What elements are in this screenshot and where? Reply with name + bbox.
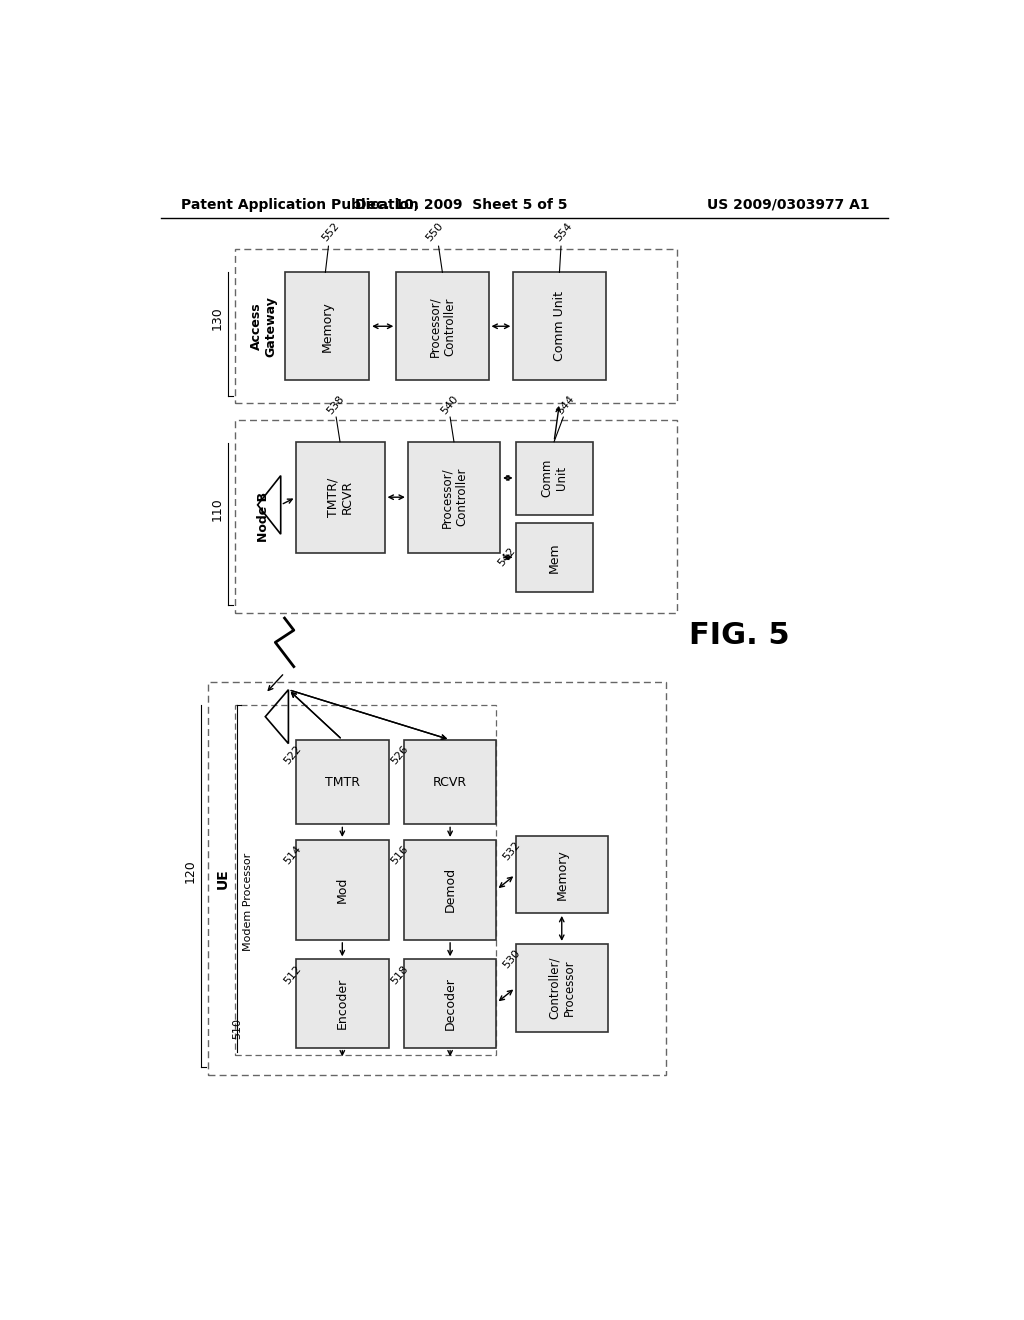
Text: Processor/
Controller: Processor/ Controller xyxy=(428,296,457,356)
Bar xyxy=(234,420,677,612)
Text: 550: 550 xyxy=(424,220,445,244)
Text: 544: 544 xyxy=(555,393,577,416)
Text: 532: 532 xyxy=(501,840,522,863)
Text: Dec. 10, 2009  Sheet 5 of 5: Dec. 10, 2009 Sheet 5 of 5 xyxy=(355,198,568,211)
Text: Mem: Mem xyxy=(548,543,560,573)
Text: TMTR: TMTR xyxy=(325,776,359,788)
Bar xyxy=(296,739,388,825)
Text: 530: 530 xyxy=(501,948,522,970)
Bar xyxy=(296,442,385,553)
Text: Encoder: Encoder xyxy=(336,978,349,1028)
Text: 554: 554 xyxy=(553,220,573,244)
Bar xyxy=(234,249,677,404)
Text: 552: 552 xyxy=(321,220,341,244)
Text: TMTR/
RCVR: TMTR/ RCVR xyxy=(326,478,354,517)
Text: 526: 526 xyxy=(389,744,411,767)
Text: Node B: Node B xyxy=(257,491,270,541)
Text: Processor/
Controller: Processor/ Controller xyxy=(440,467,468,528)
Text: 516: 516 xyxy=(389,843,411,866)
Text: 510: 510 xyxy=(231,1018,242,1039)
Bar xyxy=(208,682,666,1074)
Text: 522: 522 xyxy=(282,743,303,767)
Text: Controller/
Processor: Controller/ Processor xyxy=(548,957,575,1019)
Text: Memory: Memory xyxy=(555,849,568,900)
Bar xyxy=(403,739,497,825)
Bar xyxy=(285,272,370,380)
Bar xyxy=(408,442,500,553)
Text: Comm Unit: Comm Unit xyxy=(553,292,566,362)
Text: Comm
Unit: Comm Unit xyxy=(540,459,568,498)
Text: 542: 542 xyxy=(496,546,517,569)
Text: Patent Application Publication: Patent Application Publication xyxy=(180,198,419,211)
Text: US 2009/0303977 A1: US 2009/0303977 A1 xyxy=(708,198,869,211)
Bar xyxy=(515,836,608,913)
Text: 518: 518 xyxy=(389,964,411,986)
Text: 540: 540 xyxy=(439,393,461,416)
Bar xyxy=(515,944,608,1032)
Text: Access
Gateway: Access Gateway xyxy=(250,296,278,356)
Text: 514: 514 xyxy=(282,843,303,866)
Bar xyxy=(403,960,497,1048)
Bar xyxy=(515,442,593,515)
Text: 110: 110 xyxy=(211,496,224,520)
Bar xyxy=(515,523,593,591)
Text: Modem Processor: Modem Processor xyxy=(243,853,253,950)
Bar xyxy=(396,272,488,380)
Text: 512: 512 xyxy=(282,964,303,986)
Text: 130: 130 xyxy=(211,306,224,330)
Bar xyxy=(296,960,388,1048)
Text: 538: 538 xyxy=(326,393,347,416)
Text: Mod: Mod xyxy=(336,876,349,903)
Bar xyxy=(513,272,605,380)
Text: UE: UE xyxy=(216,869,230,888)
Text: Demod: Demod xyxy=(443,867,457,912)
Text: RCVR: RCVR xyxy=(433,776,467,788)
Text: Memory: Memory xyxy=(321,301,334,351)
Text: Decoder: Decoder xyxy=(443,977,457,1030)
Bar xyxy=(234,705,497,1056)
Text: FIG. 5: FIG. 5 xyxy=(688,622,790,651)
Bar xyxy=(296,840,388,940)
Bar xyxy=(403,840,497,940)
Text: 120: 120 xyxy=(184,859,197,883)
